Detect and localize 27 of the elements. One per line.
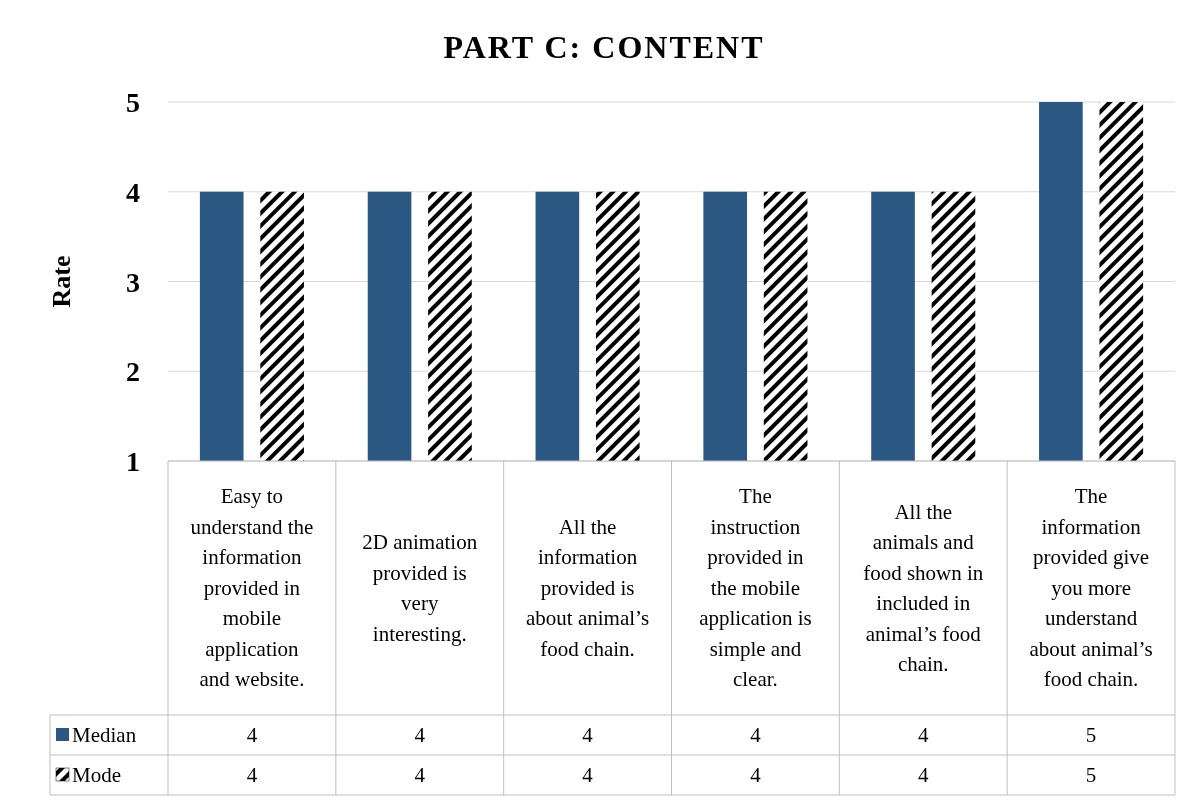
data-label: 4 [918, 763, 929, 787]
data-label: 4 [582, 763, 594, 787]
data-label: 4 [414, 763, 426, 787]
x-tick-label: All the information provided is about animal’s food chain. [526, 514, 650, 661]
x-tick-label: All the animals and food shown in included in animal’s food chain. [863, 499, 984, 676]
x-tick-label: The information provided give you more understand about animal’s food chain. [1029, 484, 1153, 692]
data-label: 4 [750, 723, 762, 747]
data-label: 4 [246, 763, 258, 787]
legend-label: Median [72, 723, 137, 747]
chart-title: PART C: CONTENT [443, 29, 765, 65]
data-label: 4 [750, 763, 762, 787]
data-label: 5 [1085, 763, 1097, 787]
x-tick-label: The instruction provided in the mobile application is simple and clear. [699, 484, 812, 692]
data-label: 5 [1085, 723, 1097, 747]
y-tick-label: 2 [126, 356, 140, 388]
legend-label: Mode [72, 763, 121, 787]
data-label: 4 [582, 723, 594, 747]
x-tick-label: Easy to understand the information provided in mobile application and website. [190, 484, 314, 692]
x-tick-label: 2D animation provided is very interesting. [362, 530, 478, 646]
data-label: 4 [414, 723, 426, 747]
y-tick-label: 5 [126, 87, 140, 118]
y-tick-label: 3 [126, 266, 140, 298]
y-tick-label: 1 [126, 446, 140, 477]
data-label: 4 [918, 723, 929, 747]
y-axis-title: Rate [47, 255, 76, 308]
data-label: 4 [246, 723, 258, 747]
y-tick-label: 4 [126, 176, 140, 208]
